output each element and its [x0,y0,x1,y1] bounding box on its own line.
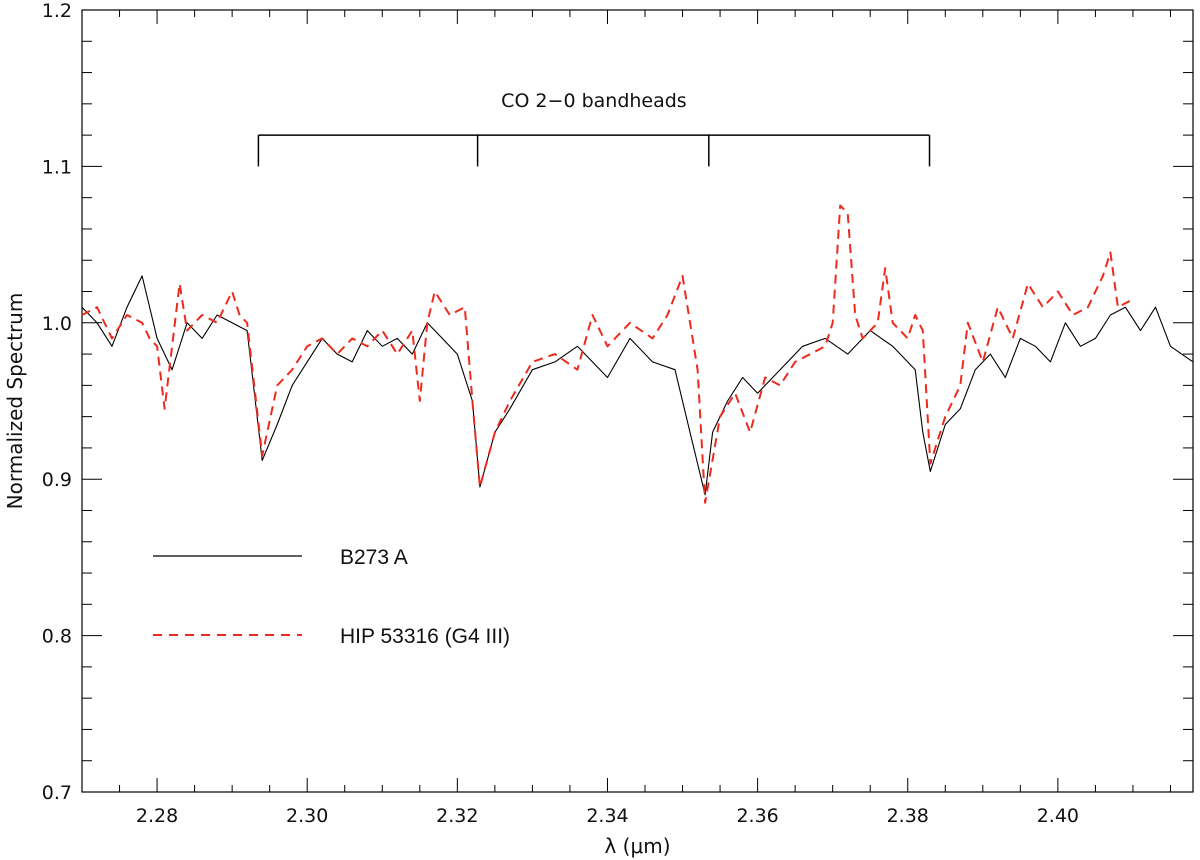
x-tick-label: 2.32 [436,805,478,827]
x-axis-label: λ (μm) [604,834,670,858]
series-line-hip53316 [81,204,1134,504]
x-tick-label: 2.40 [1037,805,1079,827]
x-tick-label: 2.30 [286,805,328,827]
x-tick-label: 2.38 [887,805,929,827]
series-line-b273a [81,275,1194,496]
axis-ticks [81,9,1193,793]
x-tick-label: 2.36 [736,805,778,827]
y-axis-label: Normalized Spectrum [3,293,27,510]
y-tick-label: 0.8 [42,626,72,648]
x-tick-label: 2.34 [586,805,628,827]
y-tick-label: 0.7 [42,782,72,804]
series-lines [81,204,1194,504]
bandhead-annotation: CO 2−0 bandheads [257,90,931,167]
y-tick-label: 1.1 [42,156,72,178]
y-tick-label: 0.9 [42,469,72,491]
plot-frame [81,9,1194,793]
bandhead-label: CO 2−0 bandheads [501,90,687,112]
legend-label-hip53316: HIP 53316 (G4 III) [340,625,510,648]
legend: B273 A HIP 53316 (G4 III) [153,546,510,648]
y-tick-label: 1.0 [42,313,72,335]
tick-labels: 2.28 2.30 2.32 2.34 2.36 2.38 2.40 0.7 0.8 0.9 1.0… [42,0,1079,827]
legend-label-b273a: B273 A [340,546,408,569]
y-tick-label: 1.2 [42,0,72,22]
x-tick-label: 2.28 [136,805,178,827]
